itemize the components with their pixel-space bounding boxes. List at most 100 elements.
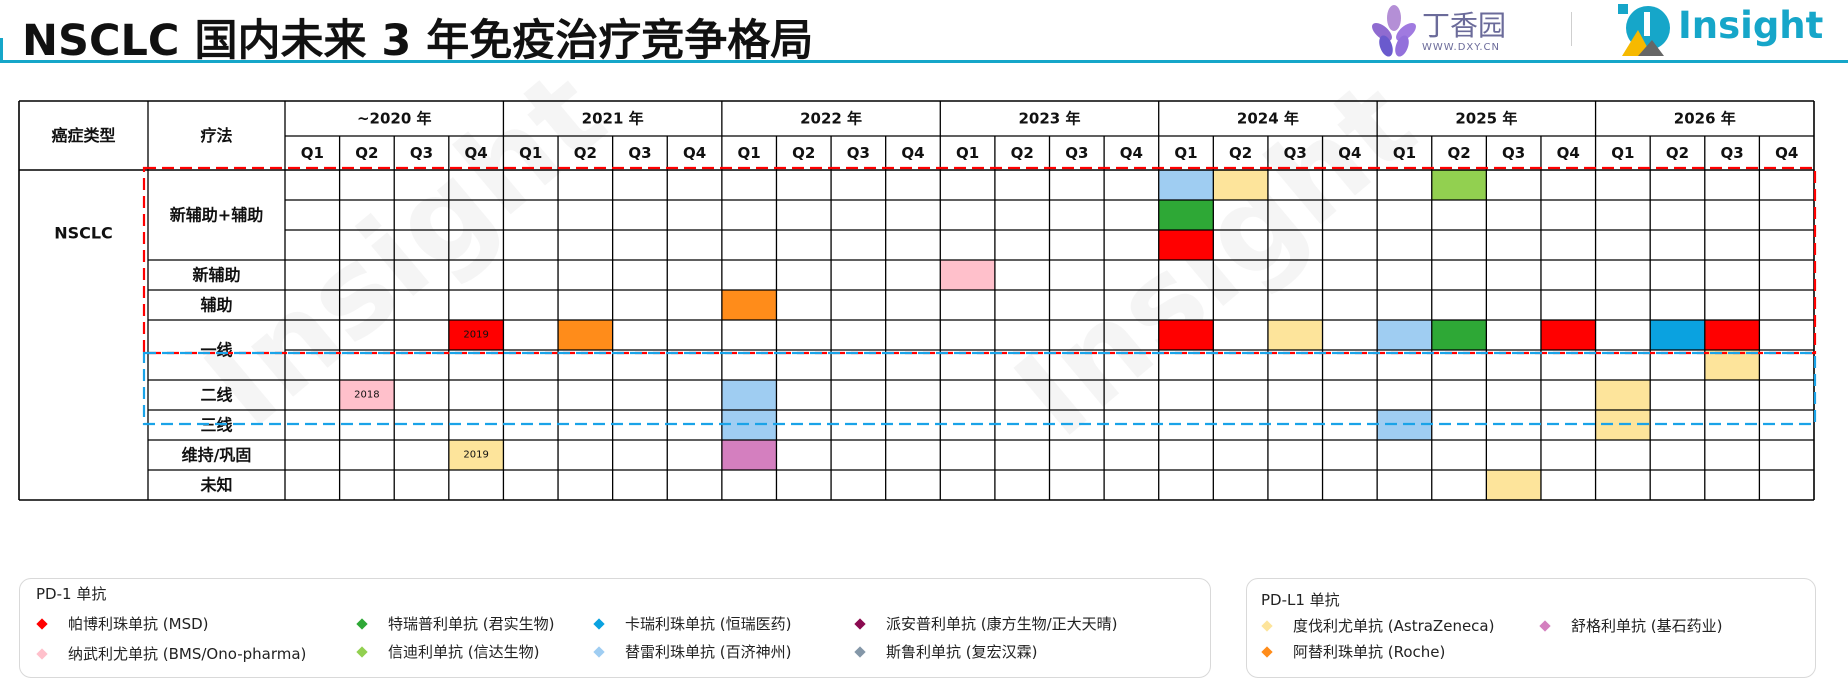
legend-pd1: PD-1 单抗 帕博利珠单抗 (MSD) 特瑞普利单抗 (君实生物) 卡瑞利珠单… [19,578,1211,678]
legend-pd1-title: PD-1 单抗 [36,585,107,603]
red-diamond-icon [36,617,48,630]
header-quarter: Q4 [1338,144,1361,162]
header-quarter: Q2 [792,144,815,162]
header-quarter: Q2 [574,144,597,162]
first-line-highlight-frame [142,351,1817,426]
dxy-logo: 丁香园 WWW.DXY.CN [1370,2,1530,62]
lightblue-diamond-icon [593,645,605,658]
header-quarter: Q2 [1666,144,1689,162]
cells-layer [339,170,1760,500]
timeline-cell [1213,170,1268,200]
timeline-cell [1377,320,1432,350]
therapy-label: 新辅助 [192,266,240,285]
header-year: ~2020 年 [357,110,432,128]
header-quarter: Q3 [1502,144,1525,162]
timeline-cell [721,290,777,320]
header-year: 2025 年 [1455,110,1517,128]
header-quarter: Q3 [1284,144,1307,162]
timeline-cell [1595,380,1651,410]
timeline-cell [1486,470,1541,500]
timeline-cell [1158,200,1214,230]
header-year: 2024 年 [1237,110,1299,128]
timeline-cell [1158,230,1214,260]
header-quarter: Q2 [1229,144,1252,162]
header-quarter: Q2 [1011,144,1034,162]
highlight-frames [142,166,1817,426]
timeline-cell [448,320,504,350]
header-quarter: Q3 [1065,144,1088,162]
timeline-cell [721,380,777,410]
flower-icon [1372,5,1416,57]
purple-diamond-icon [854,617,866,630]
header-year: 2022 年 [800,110,862,128]
cell-year-note: 2019 [463,450,488,461]
header-quarter: Q1 [1393,144,1416,162]
header-quarter: Q3 [410,144,433,162]
therapy-label: 新辅助+辅助 [170,206,263,225]
therapy-label: 二线 [200,386,232,405]
timeline-cell [1158,320,1214,350]
timeline-cell [1431,170,1487,200]
timeline-cell [339,380,395,410]
timeline-cell [1431,320,1487,350]
page-title: NSCLC 国内未来 3 年免疫治疗竞争格局 [22,16,814,66]
yellow-diamond-icon [1261,619,1273,632]
legend-item-durvalumab: 度伐利尤单抗 (AstraZeneca) [1261,615,1494,636]
dxy-brand-url: WWW.DXY.CN [1422,42,1500,53]
legend-item-nivolumab: 纳武利尤单抗 (BMS/Ono-pharma) [36,643,306,664]
cancer-type-label: NSCLC [54,224,113,243]
logo-divider [1571,12,1572,46]
header-year: 2023 年 [1019,110,1081,128]
cell-year-note: 2019 [463,330,488,341]
legend-item-tislelizumab: 替雷利珠单抗 (百济神州) [593,641,791,662]
header-quarter: Q4 [683,144,706,162]
legend-item-pembrolizumab: 帕博利珠单抗 (MSD) [36,613,209,634]
insight-mark-icon [1618,4,1670,56]
title-accent-bar [0,38,3,63]
header-quarter: Q3 [628,144,651,162]
therapy-label: 一线 [200,341,232,360]
header-quarter: Q3 [847,144,870,162]
pink-diamond-icon [36,647,48,660]
table-text: 2019 2018 2019 癌症类型 疗法 ~2020 年 Q1 Q2 Q3 Q4 2021 年 Q… [51,110,1798,495]
header-therapy: 疗法 [200,126,232,145]
header: NSCLC 国内未来 3 年免疫治疗竞争格局 丁香园 WWW.DXY.CN In… [0,0,1848,66]
insight-brand-name: Insight [1678,4,1824,47]
legend-item-atezolizumab: 阿替利珠单抗 (Roche) [1261,641,1445,662]
legend-item-camrelizumab: 卡瑞利珠单抗 (恒瑞医药) [593,613,791,634]
legend-item-sintilimab: 信迪利单抗 (信达生物) [356,641,539,662]
header-quarter: Q1 [1611,144,1634,162]
therapy-label: 辅助 [200,296,232,315]
header-quarter: Q2 [355,144,378,162]
header-quarter: Q3 [1720,144,1743,162]
cell-year-note: 2018 [354,390,379,401]
timeline-cell [1704,350,1760,380]
therapy-label: 未知 [199,476,232,495]
legend-item-serplulimab: 斯鲁利单抗 (复宏汉霖) [854,641,1037,662]
legend-item-sugemalimab: 舒格利单抗 (基石药业) [1539,615,1722,636]
green-diamond-icon [356,617,368,630]
legend-item-toripalimab: 特瑞普利单抗 (君实生物) [356,613,554,634]
header-quarter: Q4 [1775,144,1798,162]
header-quarter: Q4 [1557,144,1580,162]
header-quarter: Q2 [1447,144,1470,162]
gray-diamond-icon [854,645,866,658]
orchid-diamond-icon [1539,619,1551,632]
insight-logo: Insight [1612,0,1823,60]
header-quarter: Q1 [738,144,761,162]
legend-pdl1: PD-L1 单抗 度伐利尤单抗 (AstraZeneca) 舒格利单抗 (基石药… [1246,578,1816,678]
header-year: 2021 年 [582,110,644,128]
blue-diamond-icon [593,617,605,630]
header-cancer-type: 癌症类型 [51,126,115,145]
timeline-cell [1267,320,1323,350]
orange-diamond-icon [1261,645,1273,658]
timeline-cell [558,320,613,350]
timeline-cell [1158,170,1214,200]
header-quarter: Q4 [1120,144,1143,162]
header-quarter: Q4 [901,144,924,162]
timeline-cell [940,260,995,290]
timeline-cell [1704,320,1760,350]
header-quarter: Q1 [301,144,324,162]
timeline-cell [721,440,777,470]
